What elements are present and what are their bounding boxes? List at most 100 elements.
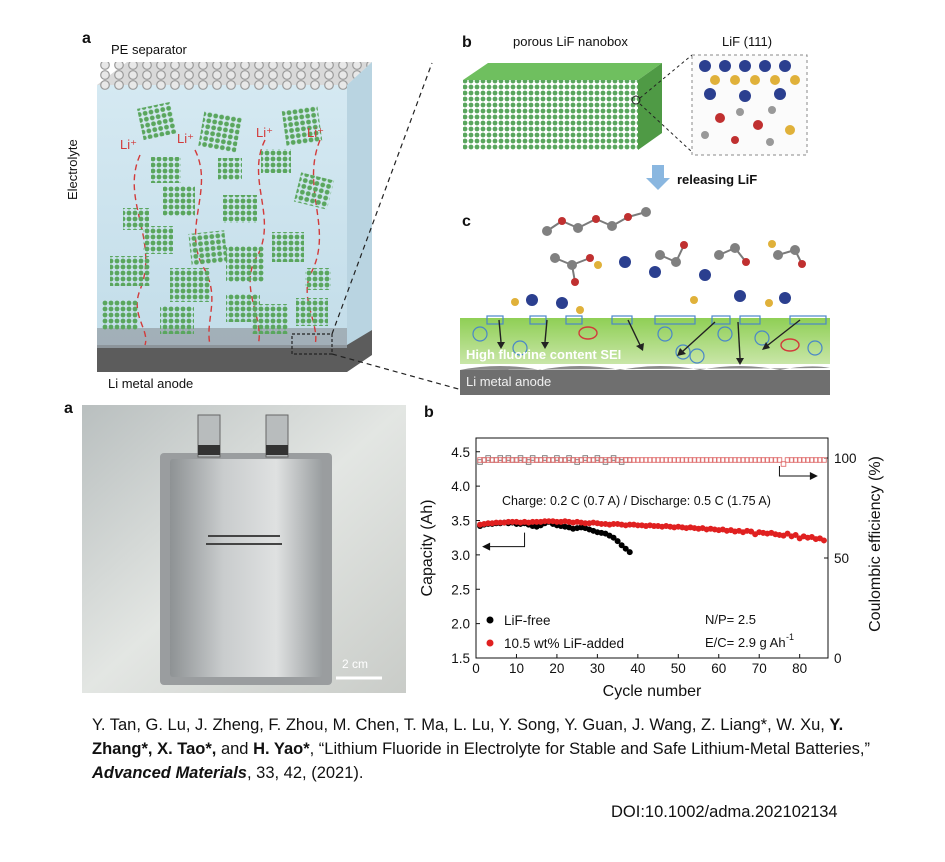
ce-point: [602, 457, 609, 463]
y2-tick-label: 100: [834, 451, 857, 466]
sei-label: High fluorine content SEI: [466, 347, 622, 362]
pouch-print: [206, 535, 282, 545]
y-tick-label: 4.0: [451, 479, 470, 494]
capacity-point: [820, 537, 827, 544]
ce-point: [635, 457, 641, 463]
doi-link[interactable]: DOI:10.1002/adma.202102134: [611, 803, 838, 821]
ce-point: [784, 457, 791, 463]
ce-point: [760, 457, 767, 463]
capacity-point: [622, 545, 629, 552]
chart-svg: b 0 10 20 30 40 50 60 70 80 1.5 2.0 2.5 3.0 3.5 4.0 4.5 0…: [419, 404, 884, 700]
ce-point: [533, 457, 540, 463]
ce-point: [768, 457, 775, 463]
citation-volume: , 33, 42, (2021).: [246, 764, 364, 782]
left-axis-arrowhead: [482, 542, 491, 551]
ce-point: [687, 457, 694, 463]
ce-point: [675, 457, 682, 463]
citation-title: , “Lithium Fluoride in Electrolyte for S…: [309, 740, 870, 758]
condition-annotation: Charge: 0.2 C (0.7 A) / Discharge: 0.5 C…: [502, 494, 771, 508]
ce-point: [813, 457, 819, 463]
ce-point: [582, 457, 588, 463]
ce-point: [566, 457, 572, 463]
li-anode-c: [460, 370, 830, 395]
ce-point: [788, 457, 795, 463]
legend-label-liffree: LiF-free: [504, 613, 551, 628]
panel-b-letter: b: [462, 34, 472, 51]
right-axis-indicator: [778, 466, 816, 477]
ce-point: [477, 457, 483, 463]
ce-point: [691, 457, 698, 463]
ce-point: [707, 457, 714, 463]
electrolyte-molecules: [511, 207, 806, 314]
right-axis-arrowhead: [809, 472, 818, 480]
pouch-body: [170, 459, 322, 677]
ce-point: [505, 457, 512, 463]
y2-tick-label: 0: [834, 651, 842, 666]
zoom-leader-top: [331, 62, 433, 335]
lif-nanobox-cubes: [102, 101, 335, 334]
legend-marker-lifadded: [486, 639, 494, 647]
ce-point: [805, 457, 811, 463]
ce-point: [489, 457, 495, 463]
ec-annotation-sup: -1: [786, 632, 794, 642]
ce-point: [720, 457, 726, 463]
ce-point: [598, 457, 605, 463]
crystal-label: LiF (111): [722, 34, 773, 49]
x-tick-label: 70: [752, 661, 767, 676]
nanobox-label: porous LiF nanobox: [513, 34, 628, 49]
citation: Y. Tan, G. Lu, J. Zheng, F. Zhou, M. Che…: [92, 713, 892, 785]
crystal-atoms: [699, 60, 800, 146]
np-annotation: N/P= 2.5: [705, 612, 756, 627]
downward-arrows: [498, 319, 801, 359]
ce-point: [610, 457, 617, 463]
ce-point: [618, 457, 625, 463]
x-tick-label: 50: [671, 661, 686, 676]
ce-point: [497, 457, 504, 463]
pe-separator-label: PE separator: [111, 42, 187, 57]
anode-surface: [97, 328, 347, 348]
y-tick-label: 3.0: [451, 548, 470, 563]
ce-point: [606, 457, 613, 463]
y-tick-label: 3.5: [451, 514, 470, 529]
plot-frame: [475, 437, 829, 659]
zoom-box: [291, 333, 333, 355]
capacity-point: [618, 542, 625, 549]
legend-marker-liffree: [486, 616, 494, 624]
nanobox-top: [463, 63, 662, 80]
li-ion-label-2: Li⁺: [177, 131, 194, 146]
zoom-leader-bottom: [331, 353, 463, 391]
ce-point: [651, 457, 657, 463]
ce-point: [679, 457, 686, 463]
ce-point: [711, 457, 718, 463]
ce-point: [744, 457, 750, 463]
panel-a-letter: a: [82, 30, 91, 47]
nanobox-front: [463, 80, 638, 150]
ce-point: [764, 457, 771, 463]
ce-point: [683, 457, 690, 463]
li-ion-label-3: Li⁺: [256, 125, 273, 140]
y2-tick-label: 50: [834, 551, 849, 566]
ce-point: [699, 457, 706, 463]
capacity-point: [626, 549, 633, 556]
ce-point: [667, 457, 673, 463]
citation-journal: Advanced Materials: [92, 764, 247, 782]
ce-point: [542, 457, 548, 463]
ce-point: [800, 457, 807, 463]
citation-bold-author-last: H. Yao*: [253, 740, 310, 758]
schematic-svg: [97, 54, 830, 395]
left-axis-indicator: [484, 532, 526, 548]
y2-axis-label: Coulombic efficiency (%): [867, 456, 884, 632]
x-tick-label: 10: [509, 661, 524, 676]
legend-label-lifadded: 10.5 wt% LiF-added: [504, 636, 624, 651]
ce-point: [821, 457, 827, 463]
x-tick-label: 0: [472, 661, 480, 676]
ce-point: [594, 457, 601, 463]
capacity-point: [792, 531, 799, 538]
ce-point: [752, 457, 758, 463]
ce-point: [481, 457, 487, 463]
releasing-arrow: [646, 165, 670, 190]
ce-point: [724, 457, 730, 463]
photo-panel-letter: a: [64, 400, 73, 417]
ce-point: [614, 457, 621, 463]
x-axis-label: Cycle number: [603, 683, 702, 700]
